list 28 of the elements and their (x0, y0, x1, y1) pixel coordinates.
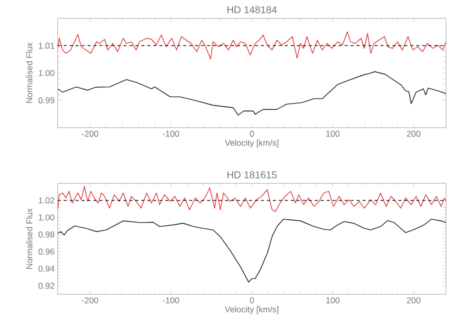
x-tick-label: -200 (82, 297, 98, 304)
chart-title: HD 148184 (227, 6, 277, 14)
y-tick-label: 1.02 (38, 197, 54, 204)
chart-title: HD 181615 (227, 171, 277, 178)
x-tick-label: 100 (326, 297, 340, 304)
x-tick-label: 0 (250, 130, 254, 137)
x-tick-label: -200 (82, 130, 98, 137)
x-axis-title: Velocity [km/s] (224, 140, 278, 148)
x-tick-label: 100 (326, 130, 340, 137)
y-tick-label: 0.98 (38, 232, 54, 238)
y-tick-label: 0.94 (38, 266, 54, 272)
y-tick-label: 0.92 (38, 282, 54, 289)
y-tick-label: 0.99 (38, 97, 54, 104)
y-tick-label: 0.96 (38, 248, 54, 255)
x-tick-label: 200 (407, 130, 420, 137)
line-series (58, 186, 446, 212)
y-tick-label: 1.00 (38, 214, 54, 220)
y-tick-label: 1.01 (38, 42, 54, 49)
x-tick-label: -100 (162, 130, 180, 137)
x-axis-title: Velocity [km/s] (224, 306, 278, 314)
line-series (58, 218, 446, 282)
x-tick-label: 0 (250, 297, 254, 304)
y-axis-title: Normalised Flux (26, 208, 32, 269)
x-tick-label: -100 (162, 297, 180, 304)
line-series (58, 31, 446, 60)
y-tick-label: 1.00 (38, 70, 54, 76)
x-tick-label: 200 (407, 297, 420, 304)
y-axis-title: Normalised Flux (26, 42, 32, 103)
